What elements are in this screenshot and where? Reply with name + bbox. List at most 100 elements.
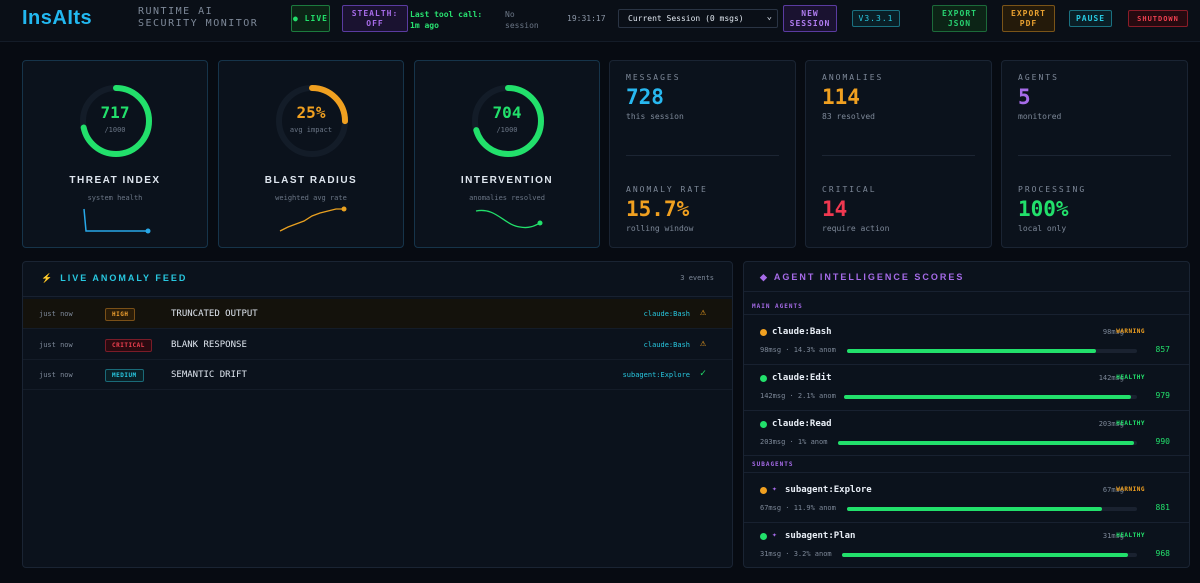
agent-score: 990: [1155, 437, 1170, 446]
stat-description: this session: [626, 112, 684, 121]
export-json-button[interactable]: EXPORT JSON: [932, 5, 987, 32]
divider: [744, 455, 1189, 456]
agent-scores-title: ◆ AGENT INTELLIGENCE SCORES: [760, 272, 964, 283]
subagent-icon: ✦: [772, 484, 777, 493]
severity-badge: CRITICAL: [105, 339, 152, 352]
stat-description: 83 resolved: [822, 112, 875, 121]
chevron-down-icon: ⌄: [766, 12, 772, 22]
divider: [744, 472, 1189, 473]
gauge-title: THREAT INDEX: [69, 175, 161, 186]
agent-scores-header: ◆ AGENT INTELLIGENCE SCORES: [744, 262, 1189, 292]
divider: [822, 155, 975, 156]
event-count: 3 events: [680, 274, 714, 282]
lightning-icon: ⚡: [41, 273, 55, 283]
pause-button[interactable]: PAUSE: [1069, 10, 1112, 27]
divider: [744, 410, 1189, 411]
agent-name: subagent:Plan: [785, 531, 856, 541]
agent-score-bar: [847, 349, 1137, 353]
event-agent-link[interactable]: claude:Bash: [643, 341, 690, 349]
agent-name: claude:Bash: [772, 327, 832, 337]
subagent-icon: ✦: [772, 530, 777, 539]
agent-message-count: 98msg: [1102, 328, 1124, 336]
threat-index-card: 717 /1000 THREAT INDEX system health: [22, 60, 208, 248]
top-bar: InsAIts RUNTIME AI SECURITY MONITOR ● LI…: [0, 0, 1200, 42]
agent-status: WARNING: [1116, 486, 1145, 493]
severity-badge: MEDIUM: [105, 369, 144, 382]
threat-index-sparkline: [83, 208, 151, 234]
event-time: just now: [39, 371, 73, 379]
severity-badge: HIGH: [105, 308, 136, 321]
gauge-unit: /1000: [496, 126, 518, 134]
agent-status: HEALTHY: [1116, 532, 1145, 539]
agent-meta: 31msg · 3.2% anom: [760, 550, 832, 558]
status-dot-icon: [760, 329, 767, 336]
stat-card-agents: AGENTS 5 monitored PROCESSING 100% local…: [1001, 60, 1188, 248]
stat-label: CRITICAL: [822, 185, 877, 194]
warning-icon: ⚠: [699, 338, 706, 349]
export-pdf-button[interactable]: EXPORT PDF: [1002, 5, 1055, 32]
gauge-title: BLAST RADIUS: [264, 175, 358, 186]
agent-meta: 98msg · 14.3% anom: [760, 346, 836, 354]
agent-score-fill: [847, 349, 1096, 353]
agent-scores-title-text: AGENT INTELLIGENCE SCORES: [773, 272, 965, 282]
anomaly-row[interactable]: just now CRITICAL BLANK RESPONSE claude:…: [23, 330, 732, 360]
version-badge: V3.3.1: [852, 10, 900, 27]
agent-score-fill: [842, 553, 1128, 557]
gauge-value: 25%: [296, 103, 326, 122]
agent-meta: 67msg · 11.9% anom: [760, 504, 836, 512]
anomaly-feed-header: ⚡ LIVE ANOMALY FEED 3 events: [23, 262, 732, 297]
stealth-toggle-button[interactable]: STEALTH: OFF: [342, 5, 408, 32]
checkmark-icon: ✓: [699, 368, 706, 379]
last-tool-call-status: Last tool call: 1m ago: [410, 10, 483, 30]
stat-description: require action: [822, 224, 890, 233]
agent-score-bar: [842, 553, 1137, 557]
event-agent-link[interactable]: claude:Bash: [643, 310, 690, 318]
subagents-label: SUBAGENTS: [752, 461, 794, 468]
stat-value: 15.7%: [626, 197, 690, 221]
stat-description: rolling window: [626, 224, 694, 233]
stat-label: MESSAGES: [626, 73, 681, 82]
agent-meta: 142msg · 2.1% anom: [760, 392, 836, 400]
stat-value: 100%: [1018, 197, 1069, 221]
status-dot-icon: [760, 421, 767, 428]
diamond-icon: ◆: [760, 272, 769, 282]
agent-score-fill: [844, 395, 1131, 399]
session-select[interactable]: Current Session (0 msgs) ⌄: [618, 9, 778, 28]
agent-score-bar: [844, 395, 1137, 399]
anomaly-row[interactable]: just now HIGH TRUNCATED OUTPUT claude:Ba…: [23, 299, 732, 329]
shutdown-button[interactable]: SHUTDOWN: [1128, 10, 1188, 27]
agent-score-bar: [847, 507, 1137, 511]
agent-row-subagent-explore[interactable]: ✦ subagent:Explore 67msg WARNING 67msg ·…: [744, 477, 1189, 523]
divider: [744, 522, 1189, 523]
stat-label: PROCESSING: [1018, 185, 1087, 194]
anomaly-feed-title: ⚡ LIVE ANOMALY FEED: [41, 273, 187, 284]
status-dot-icon: [760, 375, 767, 382]
agent-score-fill: [847, 507, 1103, 511]
agent-row-claude-bash[interactable]: claude:Bash 98msg WARNING 98msg · 14.3% …: [744, 319, 1189, 365]
agent-row-claude-read[interactable]: claude:Read 203msg HEALTHY 203msg · 1% a…: [744, 411, 1189, 457]
blast-radius-sparkline: [279, 206, 347, 232]
intervention-gauge: [472, 85, 544, 157]
stat-value: 728: [626, 85, 664, 109]
status-dot-icon: [760, 487, 767, 494]
session-select-value: Current Session (0 msgs): [628, 14, 744, 23]
new-session-button[interactable]: NEW SESSION: [783, 5, 837, 32]
agent-score-bar: [838, 441, 1137, 445]
agent-row-subagent-plan[interactable]: ✦ subagent:Plan 31msg HEALTHY 31msg · 3.…: [744, 523, 1189, 569]
agent-score: 968: [1155, 549, 1170, 558]
agent-row-claude-edit[interactable]: claude:Edit 142msg HEALTHY 142msg · 2.1%…: [744, 365, 1189, 411]
agent-score: 881: [1155, 503, 1170, 512]
event-agent-link[interactable]: subagent:Explore: [622, 371, 690, 379]
session-status: No session: [505, 10, 539, 30]
divider: [744, 314, 1189, 315]
clock: 19:31:17: [567, 14, 606, 23]
agent-meta: 203msg · 1% anom: [760, 438, 828, 446]
agent-status: HEALTHY: [1116, 374, 1145, 381]
divider: [1018, 155, 1171, 156]
agent-status: WARNING: [1116, 328, 1145, 335]
anomaly-row[interactable]: just now MEDIUM SEMANTIC DRIFT subagent:…: [23, 360, 732, 390]
stat-label: ANOMALY RATE: [626, 185, 708, 194]
live-indicator-button[interactable]: ● LIVE: [291, 5, 330, 32]
stat-label: AGENTS: [1018, 73, 1059, 82]
stat-description: local only: [1018, 224, 1067, 233]
